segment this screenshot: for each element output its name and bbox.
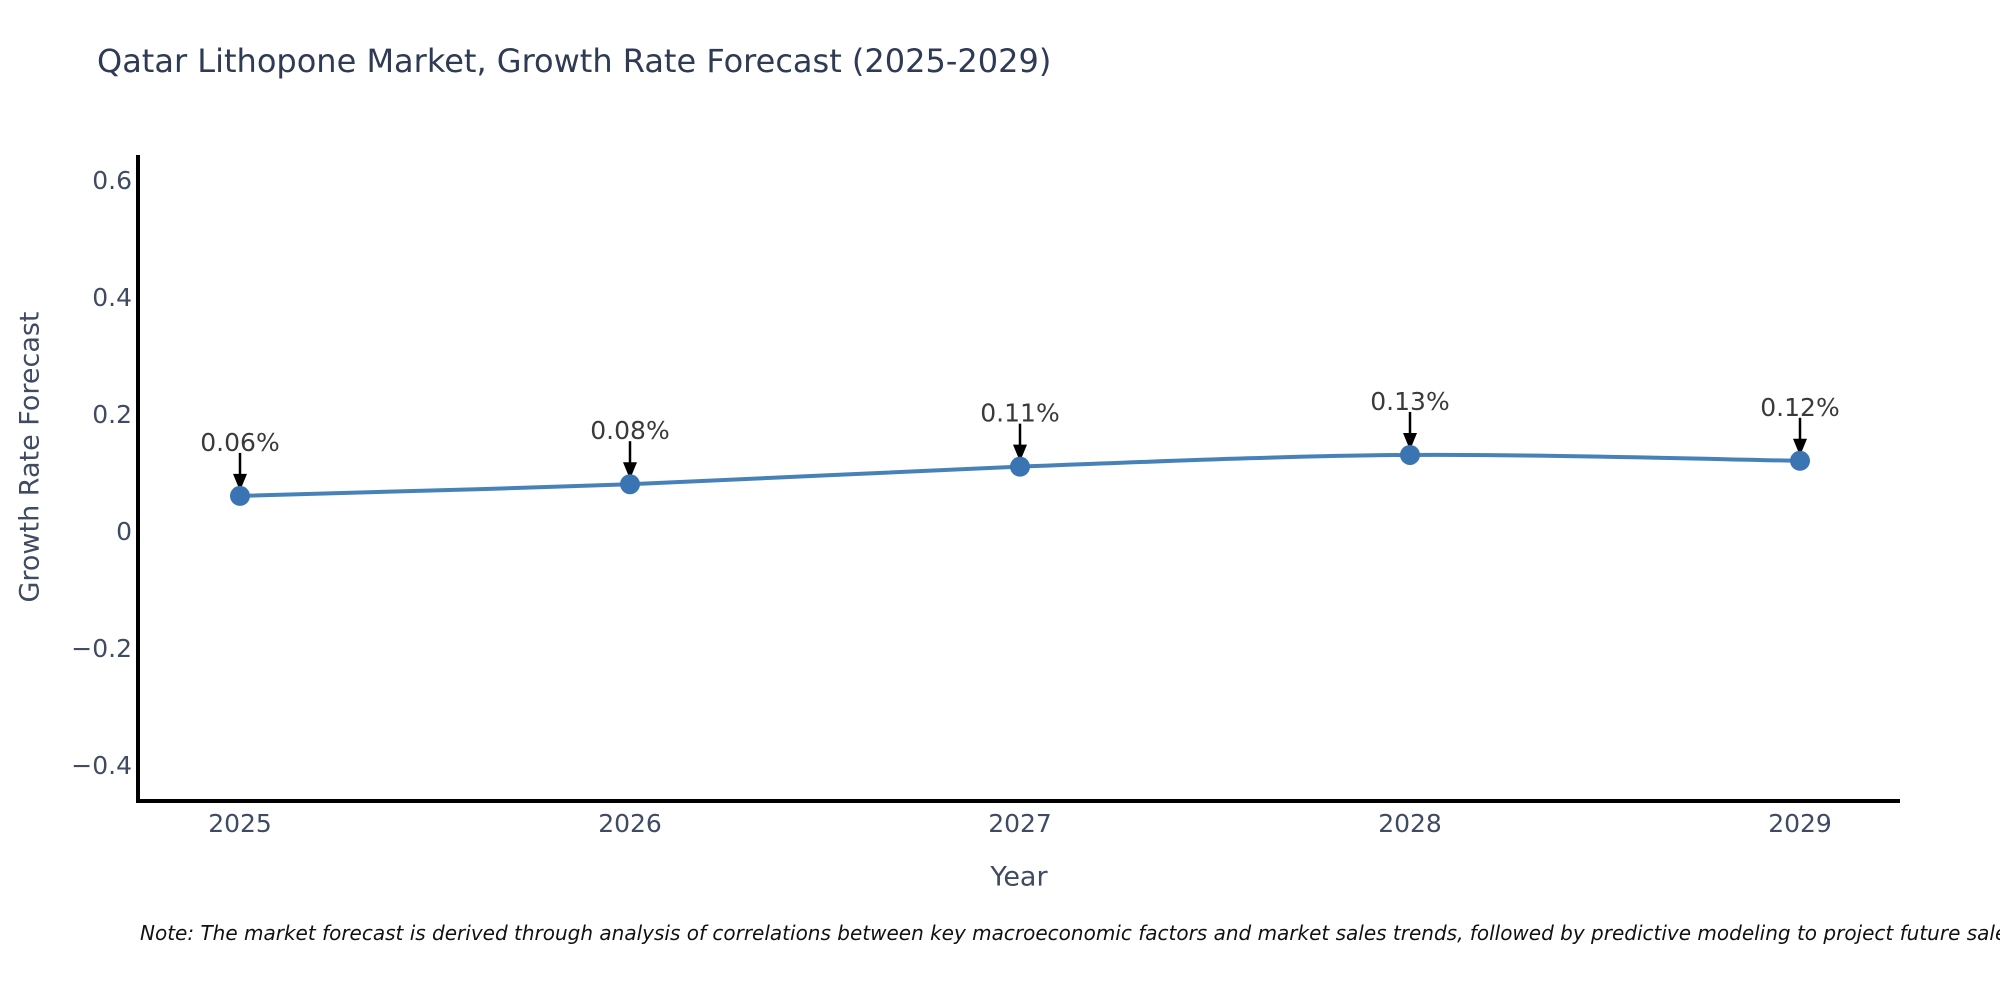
annotation-label: 0.13% (1370, 387, 1449, 416)
annotation-label: 0.11% (980, 399, 1059, 428)
y-tick-label: −0.4 (71, 751, 132, 780)
x-tick-label: 2025 (208, 809, 272, 838)
annotation-arrow-head (623, 462, 637, 480)
y-tick-label: 0.2 (92, 400, 132, 429)
x-axis-title: Year (990, 861, 1048, 893)
y-tick-label: 0.4 (92, 283, 132, 312)
y-tick-label: 0 (116, 517, 132, 546)
chart-title: Qatar Lithopone Market, Growth Rate Fore… (97, 42, 1052, 80)
x-tick-label: 2028 (1378, 809, 1442, 838)
annotation-label: 0.12% (1760, 393, 1839, 422)
annotation-label: 0.08% (590, 416, 669, 445)
data-point-marker (1010, 456, 1030, 477)
annotation-label: 0.06% (200, 428, 279, 457)
x-tick-label: 2029 (1768, 809, 1832, 838)
annotation-arrow-head (1403, 432, 1417, 450)
y-tick-label: 0.6 (92, 166, 132, 195)
data-point-marker (1790, 450, 1810, 471)
data-point-marker (230, 485, 250, 506)
x-tick-label: 2027 (988, 809, 1052, 838)
data-point-marker (1400, 444, 1420, 465)
annotation-arrow-head (233, 473, 247, 491)
annotation-arrow-head (1793, 438, 1807, 456)
data-point-marker (620, 474, 640, 495)
x-tick-label: 2026 (598, 809, 662, 838)
annotation-arrow-head (1013, 444, 1027, 462)
footnote: Note: The market forecast is derived thr… (140, 921, 2000, 945)
y-tick-label: −0.2 (71, 634, 132, 663)
